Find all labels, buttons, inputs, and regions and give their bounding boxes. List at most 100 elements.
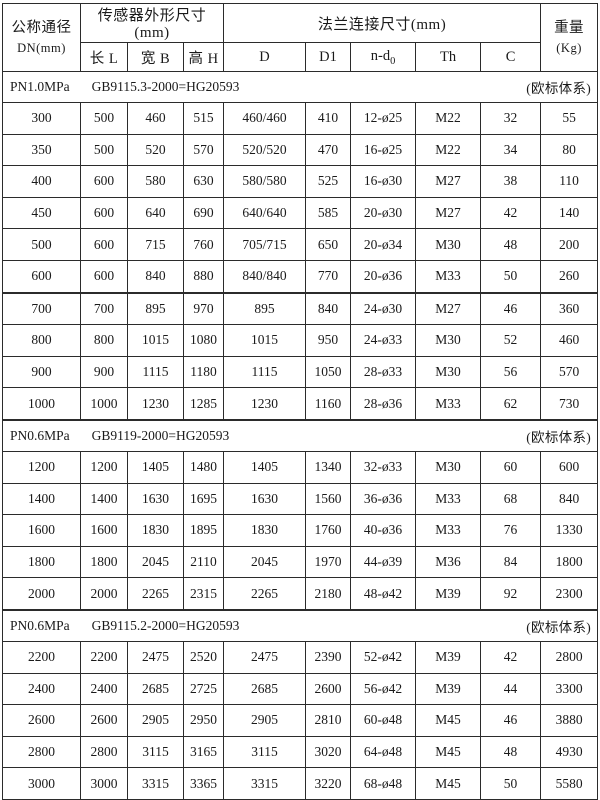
cell-diameter-d1: 2810	[305, 704, 352, 737]
cell-weight: 600	[540, 450, 599, 484]
cell-diameter-d: 1630	[223, 482, 307, 516]
table-row: 2000 2000 2265 2315 2265 2180 48-ø42 M39 92 2300	[2, 577, 599, 611]
cell-dn: 450	[2, 196, 81, 230]
cell-bolt-count: 60-ø48	[350, 704, 417, 737]
table-row: 2400 2400 2685 2725 2685 2600 56-ø42 M39 44 3300	[2, 672, 599, 706]
cell-bolt-count: 28-ø36	[350, 387, 417, 421]
section-band-cell: PN1.0MPa GB9115.3-2000=HG20593 (欧标体系)	[1, 71, 599, 103]
cell-width-b: 1630	[127, 482, 184, 516]
cell-diameter-d1: 840	[305, 292, 352, 326]
cell-width-b: 715	[127, 228, 184, 261]
cell-weight: 200	[540, 228, 599, 261]
cell-bolt-count: 28-ø33	[350, 355, 417, 389]
cell-width-b: 2265	[127, 577, 184, 611]
cell-length-l: 2600	[80, 704, 128, 737]
cell-diameter-d1: 1340	[305, 450, 352, 484]
cell-length-l: 2400	[80, 672, 128, 706]
cell-weight: 4930	[540, 735, 599, 769]
cell-diameter-d1: 2390	[305, 640, 352, 674]
cell-length-l: 1800	[80, 545, 128, 579]
cell-dn: 1000	[2, 387, 81, 421]
table-row: 350 500 520 570 520/520 470 16-ø25 M22 34 80	[2, 133, 599, 167]
section-band-content: PN0.6MPa GB9119-2000=HG20593 (欧标体系)	[3, 426, 597, 446]
cell-length-l: 600	[80, 196, 128, 230]
cell-weight: 730	[540, 387, 599, 421]
cell-length-l: 2200	[80, 640, 128, 674]
cell-weight: 360	[540, 292, 599, 326]
table-row: 1800 1800 2045 2110 2045 1970 44-ø39 M36 84 1800	[2, 545, 599, 579]
cell-weight: 140	[540, 196, 599, 230]
cell-bolt-count: 24-ø30	[350, 292, 417, 326]
cell-dn: 800	[2, 324, 81, 357]
table-row: 300 500 460 515 460/460 410 12-ø25 M22 32 55	[2, 102, 599, 135]
table-row: 400 600 580 630 580/580 525 16-ø30 M27 38 110	[2, 165, 599, 198]
table-row: 900 900 1115 1180 1115 1050 28-ø33 M30 56 570	[2, 355, 599, 389]
header-nominal-diameter-unit: DN(mm)	[17, 40, 66, 55]
cell-weight: 55	[540, 102, 599, 135]
cell-thickness-c: 92	[480, 577, 542, 611]
cell-bolt-count: 12-ø25	[350, 102, 417, 135]
cell-thickness-c: 48	[480, 735, 542, 769]
cell-diameter-d: 3115	[223, 735, 307, 769]
cell-thread-th: M36	[415, 545, 482, 579]
cell-dn: 350	[2, 133, 81, 167]
cell-diameter-d1: 1760	[305, 514, 352, 547]
cell-height-h: 1895	[182, 514, 225, 547]
cell-length-l: 3000	[80, 767, 128, 800]
cell-thickness-c: 50	[480, 259, 542, 294]
cell-thread-th: M45	[415, 767, 482, 800]
section-standard-note: (欧标体系)	[526, 81, 592, 96]
cell-width-b: 1015	[127, 324, 184, 357]
cell-diameter-d: 1830	[223, 514, 307, 547]
cell-bolt-count: 64-ø48	[350, 735, 417, 769]
cell-diameter-d: 705/715	[223, 228, 307, 261]
cell-height-h: 970	[182, 292, 225, 326]
cell-thickness-c: 46	[480, 292, 542, 326]
cell-diameter-d: 460/460	[223, 102, 307, 135]
cell-diameter-d: 840/840	[223, 259, 307, 294]
header-weight: 重量 (Kg)	[540, 3, 599, 72]
cell-diameter-d1: 3020	[305, 735, 352, 769]
table-row: 2200 2200 2475 2520 2475 2390 52-ø42 M39 42 2800	[2, 640, 599, 674]
cell-weight: 2300	[540, 577, 599, 611]
cell-diameter-d1: 770	[305, 259, 352, 294]
cell-diameter-d1: 1160	[305, 387, 352, 421]
table-row: 2800 2800 3115 3165 3115 3020 64-ø48 M45 48 4930	[2, 735, 599, 769]
cell-weight: 1800	[540, 545, 599, 579]
header-flange-dimensions-group: 法兰连接尺寸(mm)	[223, 3, 542, 43]
cell-thread-th: M33	[415, 514, 482, 547]
section-pressure-rating: PN1.0MPa	[10, 79, 70, 94]
cell-thickness-c: 50	[480, 767, 542, 800]
cell-bolt-count: 52-ø42	[350, 640, 417, 674]
header-nominal-diameter: 公称通径 DN(mm)	[2, 3, 81, 72]
cell-dn: 900	[2, 355, 81, 389]
cell-thread-th: M22	[415, 102, 482, 135]
cell-diameter-d: 2045	[223, 545, 307, 579]
cell-width-b: 460	[127, 102, 184, 135]
cell-height-h: 630	[182, 165, 225, 198]
cell-width-b: 1230	[127, 387, 184, 421]
header-nd-base: n-d	[370, 47, 391, 64]
cell-diameter-d1: 2600	[305, 672, 352, 706]
cell-diameter-d: 1015	[223, 324, 307, 357]
cell-diameter-d: 2685	[223, 672, 307, 706]
cell-thread-th: M33	[415, 482, 482, 516]
header-weight-cjk: 重量	[554, 19, 585, 36]
header-weight-unit: (Kg)	[556, 40, 582, 55]
cell-dn: 1800	[2, 545, 81, 579]
header-diameter-d1: D1	[305, 42, 352, 72]
table-row: 800 800 1015 1080 1015 950 24-ø33 M30 52 460	[2, 324, 599, 357]
table-row: 2600 2600 2905 2950 2905 2810 60-ø48 M45 46 3880	[2, 704, 599, 737]
cell-weight: 2800	[540, 640, 599, 674]
section-standard-note: (欧标体系)	[526, 429, 592, 445]
cell-weight: 5580	[540, 767, 599, 800]
cell-thickness-c: 32	[480, 102, 542, 135]
cell-length-l: 1400	[80, 482, 128, 516]
section-pressure-rating: PN0.6MPa	[10, 427, 70, 443]
cell-weight: 3880	[540, 704, 599, 737]
cell-width-b: 2685	[127, 672, 184, 706]
cell-diameter-d: 895	[223, 292, 307, 326]
header-bolt-count-nd0: n-d0	[350, 42, 417, 72]
cell-bolt-count: 16-ø25	[350, 133, 417, 167]
cell-thread-th: M39	[415, 640, 482, 674]
